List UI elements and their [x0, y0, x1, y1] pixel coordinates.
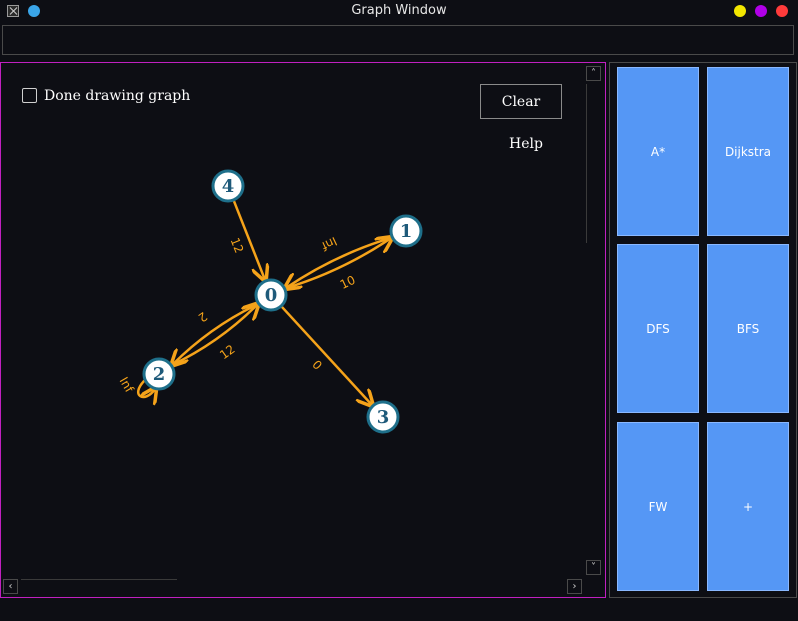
title-bar: Graph Window	[0, 0, 798, 22]
done-drawing-label: Done drawing graph	[44, 88, 191, 104]
app-icon[interactable]	[7, 5, 19, 17]
close-button[interactable]	[776, 5, 788, 17]
scroll-right-button[interactable]: ›	[567, 579, 582, 594]
graph-node-circle[interactable]	[211, 169, 245, 203]
done-drawing-checkbox[interactable]	[22, 88, 37, 103]
graph-node-label: 0	[265, 285, 278, 306]
window-title: Graph Window	[351, 3, 447, 18]
help-link[interactable]: Help	[509, 136, 543, 152]
dijkstra-button[interactable]: Dijkstra	[707, 67, 789, 236]
add-algorithm-button[interactable]: +	[707, 422, 789, 591]
bfs-button[interactable]: BFS	[707, 244, 789, 413]
toolbar-area	[2, 25, 794, 55]
graph-node-3[interactable]: 3	[366, 400, 400, 434]
dfs-button[interactable]: DFS	[617, 244, 699, 413]
graph-node-4[interactable]: 4	[211, 169, 245, 203]
pin-icon[interactable]	[28, 5, 40, 17]
graph-node-0[interactable]: 0	[254, 278, 288, 312]
graph-edge-1-0[interactable]	[286, 236, 393, 287]
graph-edge-4-0[interactable]	[232, 199, 265, 279]
graph-node-label: 4	[222, 176, 235, 197]
graph-node-circle[interactable]	[366, 400, 400, 434]
graph-edge-2-0[interactable]	[170, 305, 257, 367]
graph-node-circle[interactable]	[142, 357, 176, 391]
graph-edge-2-2[interactable]	[137, 379, 155, 397]
scroll-up-button[interactable]: ˄	[586, 66, 601, 81]
graph-node-2[interactable]: 2	[142, 357, 176, 391]
graph-canvas[interactable]	[0, 62, 606, 598]
maximize-button[interactable]	[755, 5, 767, 17]
graph-node-label: 1	[400, 221, 413, 242]
graph-edge-0-3[interactable]	[280, 305, 371, 404]
horizontal-scrollbar-track[interactable]	[21, 579, 177, 580]
graph-node-circle[interactable]	[254, 278, 288, 312]
scroll-left-button[interactable]: ‹	[3, 579, 18, 594]
graph-node-circle[interactable]	[389, 214, 423, 248]
graph-node-label: 3	[377, 407, 390, 428]
astar-button[interactable]: A*	[617, 67, 699, 236]
vertical-scrollbar-track[interactable]	[586, 84, 587, 243]
fw-button[interactable]: FW	[617, 422, 699, 591]
clear-button[interactable]: Clear	[480, 84, 562, 119]
graph-node-1[interactable]: 1	[389, 214, 423, 248]
minimize-button[interactable]	[734, 5, 746, 17]
scroll-down-button[interactable]: ˅	[586, 560, 601, 575]
algorithm-panel	[609, 62, 797, 598]
graph-node-label: 2	[153, 364, 166, 385]
